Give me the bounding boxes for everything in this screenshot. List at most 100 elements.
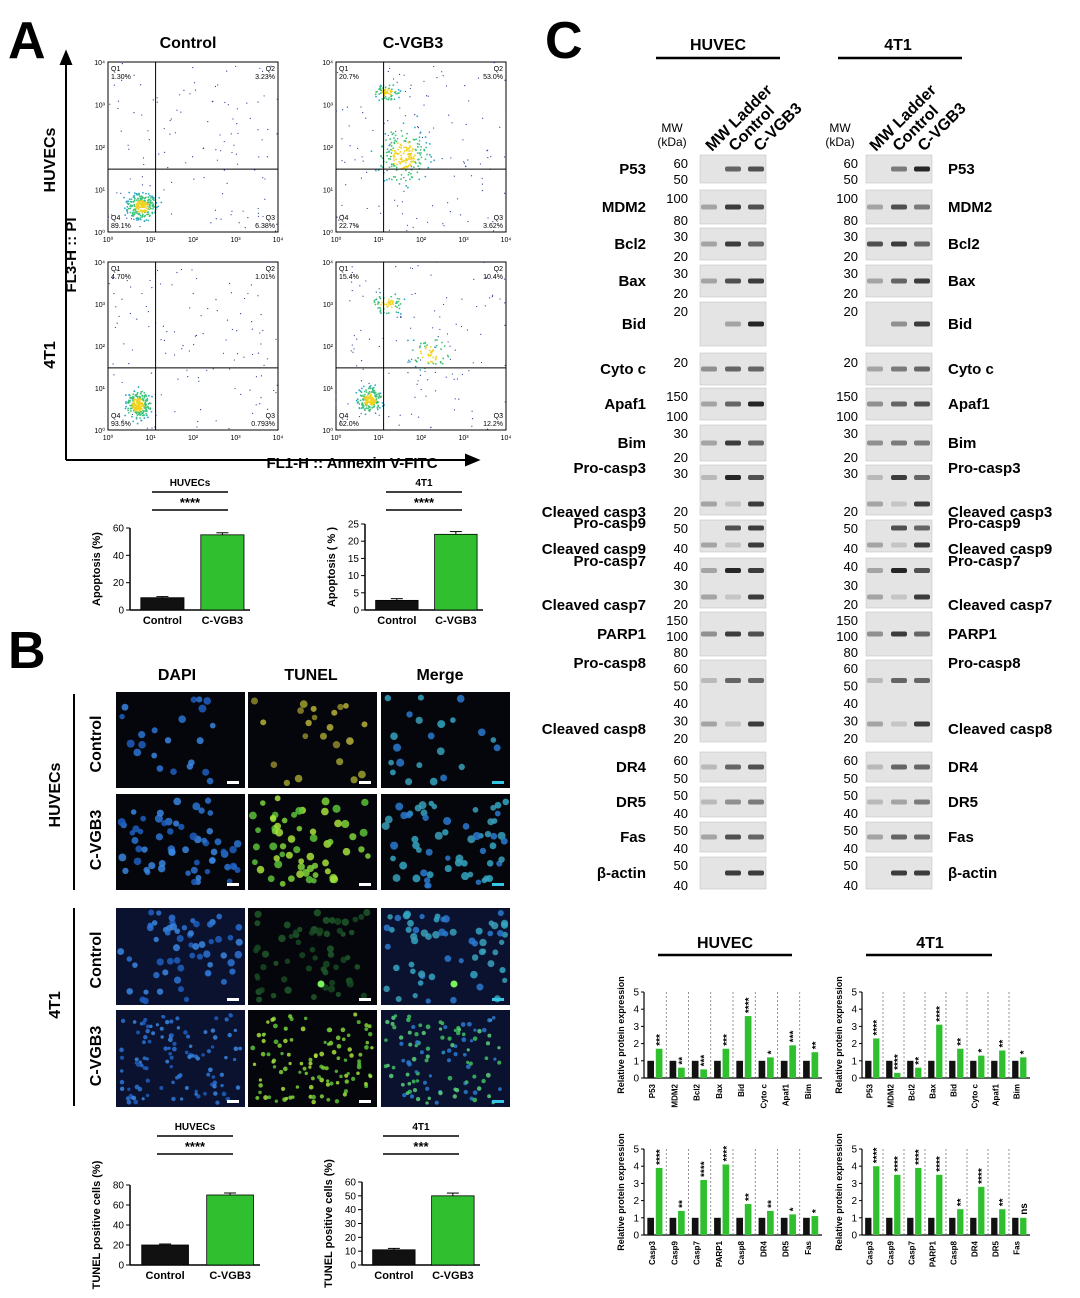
flow-x-tick: 10⁴	[501, 237, 512, 244]
protein-label: Bim	[948, 435, 976, 452]
blot-band	[891, 870, 907, 876]
flow-plot-events	[335, 62, 507, 232]
blot-band	[725, 278, 741, 284]
mw-marker: 20	[844, 450, 858, 465]
mw-marker: 80	[674, 213, 688, 228]
mw-marker: 50	[674, 521, 688, 536]
blot-band	[701, 764, 717, 770]
x-tick-label: Casp9	[670, 1240, 679, 1265]
bar	[722, 1164, 730, 1235]
mw-header: MW	[829, 121, 851, 135]
mw-marker: 40	[674, 696, 688, 711]
protein-label: Cyto c	[600, 361, 646, 378]
protein-label: Apaf1	[604, 396, 646, 413]
y-tick-label: 5	[353, 588, 359, 599]
protein-label-cleaved: Cleaved casp3	[542, 504, 646, 521]
y-tick-label: 3	[633, 1022, 639, 1033]
mw-marker: 60	[674, 156, 688, 171]
scale-bar	[492, 883, 504, 886]
bar	[700, 1069, 707, 1078]
x-tick-label: MDM2	[887, 1083, 896, 1107]
chart-apoptosis-4t1: 0 5 10 15 20 25 Apoptosis ( % ) Control C-VGB3 4T…	[326, 478, 483, 627]
blot-band	[867, 278, 883, 284]
blot-membrane	[699, 464, 767, 516]
bar	[372, 1249, 416, 1266]
flow-y-tick: 10²	[323, 344, 334, 351]
x-tick-label: DR4	[971, 1240, 980, 1257]
bar	[744, 1016, 752, 1078]
micrograph	[248, 1010, 377, 1107]
micrograph	[381, 1010, 510, 1107]
flow-x-tick: 10¹	[373, 435, 384, 442]
y-axis-label: Relative protein expression	[616, 1133, 626, 1251]
blot-band	[914, 166, 930, 172]
protein-label-cleaved: Cleaved casp8	[542, 721, 646, 738]
blot-band	[867, 241, 883, 247]
bar	[936, 1174, 943, 1235]
blot-row: 100 80 MDM2 100 80 MDM2	[602, 189, 992, 228]
blot-band	[701, 241, 717, 247]
mw-marker: 150	[666, 389, 688, 404]
y-tick-label: 15	[348, 554, 360, 565]
blot-band	[891, 721, 907, 727]
bar	[758, 1060, 766, 1078]
x-tick-label: Control	[143, 615, 182, 627]
micrograph	[116, 908, 245, 1005]
micrograph	[248, 692, 377, 788]
blot-band	[867, 366, 883, 372]
quadrant-label-q2: Q2	[494, 66, 503, 73]
blot-band	[725, 568, 741, 573]
flow-x-tick: 10¹	[373, 237, 384, 244]
mw-marker: 50	[674, 679, 688, 694]
blot-band	[891, 366, 907, 372]
flow-y-tick: 10¹	[95, 188, 106, 195]
panel-letter-b: B	[8, 622, 46, 680]
protein-label: Pro-casp8	[948, 655, 1021, 672]
mw-marker: 20	[674, 286, 688, 301]
x-tick-label: Casp8	[737, 1240, 746, 1265]
significance-label: *	[1019, 1050, 1030, 1054]
x-tick-label: Casp7	[693, 1240, 702, 1265]
blot-band	[725, 475, 741, 480]
blot-band	[867, 475, 883, 480]
blot-band	[725, 834, 741, 840]
chart-header-label: HUVECs	[170, 478, 211, 489]
protein-label: Fas	[948, 829, 974, 846]
blot-band	[914, 542, 930, 548]
significance-label: **	[677, 1057, 688, 1065]
chart-header-label: HUVECs	[175, 1122, 216, 1133]
significance-label: **	[744, 1193, 755, 1201]
blot-row: 60 50 40 30 20 Pro-casp8 Cleaved casp8 60 50 40 30…	[542, 655, 1052, 746]
blot-band	[867, 594, 883, 600]
bar	[957, 1048, 964, 1078]
y-axis-label: Apoptosis (%)	[91, 532, 103, 606]
x-tick-label: Apaf1	[992, 1083, 1001, 1106]
flow-plot-events	[335, 261, 506, 430]
blot-band	[748, 834, 764, 840]
protein-label: DR4	[948, 759, 979, 776]
y-axis-label: TUNEL positive cells (%)	[323, 1159, 335, 1288]
flow-plot-events	[108, 261, 278, 430]
flow-plot-frame	[107, 61, 279, 233]
flow-y-tick: 10³	[95, 103, 106, 110]
flow-y-tick: 10²	[323, 145, 334, 152]
y-tick-label: 2	[851, 1039, 857, 1050]
bar	[957, 1209, 964, 1235]
micrograph	[116, 692, 245, 788]
blot-membrane	[699, 557, 767, 609]
y-tick-label: 4	[851, 1162, 857, 1173]
y-tick-label: 20	[348, 537, 360, 548]
blot-row: 20 Bid 20 Bid	[622, 301, 972, 347]
protein-label: PARP1	[597, 626, 646, 643]
blot-membrane	[865, 659, 933, 743]
blot-band	[748, 525, 764, 531]
flow-y-tick: 10¹	[95, 386, 106, 393]
protein-label-cleaved: Cleaved casp9	[948, 541, 1052, 558]
y-tick-label: 4	[851, 1005, 857, 1016]
y-tick-label: 20	[113, 1241, 125, 1252]
bar	[736, 1060, 744, 1078]
protein-label-cleaved: Cleaved casp3	[948, 504, 1052, 521]
blot-band	[867, 401, 883, 407]
bar	[1012, 1217, 1019, 1235]
